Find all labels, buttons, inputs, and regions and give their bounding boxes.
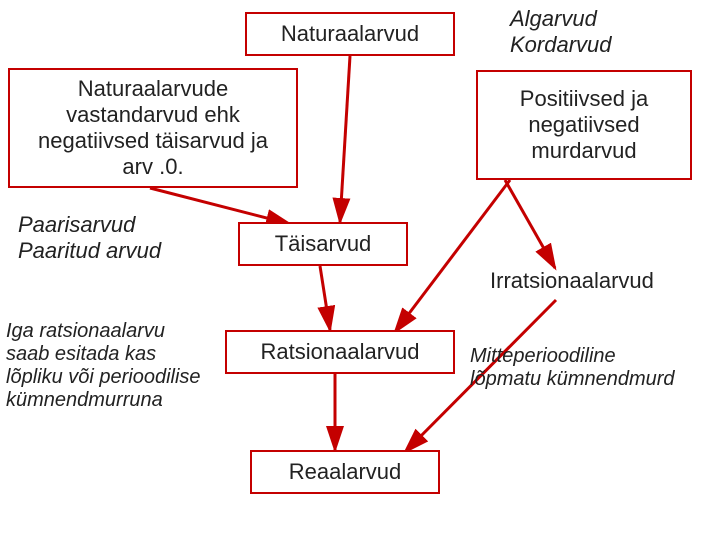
node-label: Täisarvud: [275, 231, 372, 257]
node-label: Naturaalarvud: [281, 21, 419, 47]
node-vastandarvud: Naturaalarvudevastandarvud ehknegatiivse…: [8, 68, 298, 188]
node-label: Positiivsed janegatiivsedmurdarvud: [520, 86, 648, 164]
label-iga-ratsionaalarvu: Iga ratsionaalarvusaab esitada kaslõplik…: [6, 320, 226, 412]
label-mitteperioodiline: Mitteperioodilinelõpmatu kümnendmurd: [470, 345, 720, 391]
node-taisarvud: Täisarvud: [238, 222, 408, 266]
node-label: Reaalarvud: [289, 459, 402, 485]
label-algarvud-kordarvud: AlgarvudKordarvud: [510, 6, 710, 58]
label-irratsionaalarvud: Irratsionaalarvud: [490, 268, 720, 294]
node-ratsionaalarvud: Ratsionaalarvud: [225, 330, 455, 374]
node-positiivsed-negatiivsed-murdarvud: Positiivsed janegatiivsedmurdarvud: [476, 70, 692, 180]
node-reaalarvud: Reaalarvud: [250, 450, 440, 494]
node-label: Ratsionaalarvud: [261, 339, 420, 365]
label-paarisarvud: PaarisarvudPaaritud arvud: [18, 212, 228, 264]
node-naturaalarvud: Naturaalarvud: [245, 12, 455, 56]
node-label: Naturaalarvudevastandarvud ehknegatiivse…: [38, 76, 268, 180]
